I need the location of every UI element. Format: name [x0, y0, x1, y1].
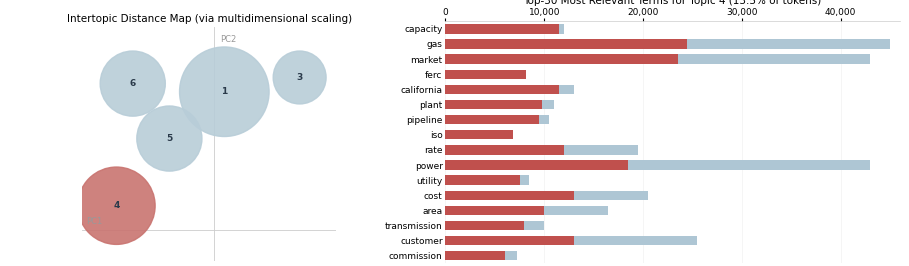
Bar [445, 55, 870, 64]
Text: 6: 6 [130, 79, 135, 88]
Title: Intertopic Distance Map (via multidimensional scaling): Intertopic Distance Map (via multidimens… [66, 14, 352, 24]
Bar [445, 85, 574, 94]
Bar [445, 100, 543, 109]
Bar [445, 55, 677, 64]
Text: 5: 5 [166, 134, 173, 143]
Bar [445, 206, 608, 215]
Bar [445, 206, 544, 215]
Text: PC2: PC2 [220, 35, 236, 44]
Bar [445, 145, 638, 155]
Bar [445, 115, 549, 124]
Bar [445, 39, 890, 49]
Bar [445, 236, 697, 245]
Bar [445, 176, 529, 185]
Bar [445, 130, 513, 139]
Circle shape [137, 106, 202, 171]
Bar [445, 130, 513, 139]
Bar [445, 176, 520, 185]
Bar [445, 69, 526, 79]
Text: PC1: PC1 [86, 217, 102, 226]
Circle shape [274, 51, 326, 104]
Bar [445, 69, 526, 79]
Text: 3: 3 [296, 73, 303, 82]
Bar [445, 145, 564, 155]
Bar [445, 160, 870, 170]
Bar [445, 160, 628, 170]
Text: 1: 1 [221, 87, 227, 96]
Circle shape [180, 47, 269, 136]
Bar [445, 100, 554, 109]
Circle shape [100, 51, 165, 116]
Bar [445, 190, 574, 200]
Bar [445, 221, 524, 230]
Bar [445, 115, 539, 124]
Bar [445, 251, 516, 260]
Bar [445, 85, 559, 94]
Text: 4: 4 [114, 201, 120, 210]
Bar [445, 251, 504, 260]
Bar [445, 24, 559, 34]
Bar [445, 221, 544, 230]
Circle shape [78, 167, 155, 244]
Bar [445, 24, 564, 34]
Bar [445, 190, 648, 200]
Title: Top-30 Most Relevant Terms for Topic 4 (13.5% of tokens): Top-30 Most Relevant Terms for Topic 4 (… [524, 0, 822, 6]
Bar [445, 236, 574, 245]
Bar [445, 39, 687, 49]
